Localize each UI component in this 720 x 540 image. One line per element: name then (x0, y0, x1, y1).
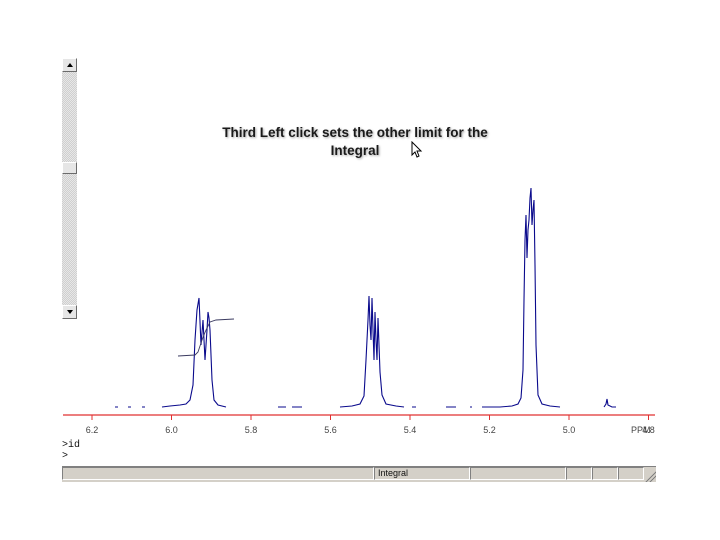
ppm-tick-label: 5.6 (324, 425, 337, 435)
scrollbar-thumb[interactable] (62, 162, 77, 174)
resize-grip-icon[interactable] (644, 470, 656, 482)
arrow-up-icon (66, 63, 73, 67)
ppm-tick-label: 4.8 (642, 425, 655, 435)
vertical-scrollbar[interactable] (62, 58, 77, 319)
ppm-tick-label: 5.8 (245, 425, 258, 435)
ppm-tick-label: 5.2 (483, 425, 496, 435)
status-cell-3 (470, 467, 566, 480)
status-cell-5 (592, 467, 618, 480)
status-mode: Integral (374, 467, 470, 480)
ppm-axis-unit: PPM (631, 425, 651, 435)
mouse-pointer-icon (411, 141, 423, 158)
ppm-tick-label: 5.4 (404, 425, 417, 435)
ppm-tick-label: 6.2 (86, 425, 99, 435)
spectrum-window (62, 56, 656, 482)
command-line-1: >id (62, 440, 81, 451)
scroll-up-button[interactable] (62, 58, 77, 72)
scroll-down-button[interactable] (62, 305, 77, 319)
status-cell-4 (566, 467, 592, 480)
command-line-2[interactable]: > (62, 451, 69, 462)
spectrum-trace (115, 187, 616, 408)
integral-curve (177, 318, 235, 357)
ppm-tick-label: 5.0 (563, 425, 576, 435)
status-cell-1 (62, 467, 374, 480)
status-bar: Integral (62, 466, 656, 482)
instruction-caption: Third Left click sets the other limit fo… (222, 125, 488, 158)
ppm-tick-label: 6.0 (165, 425, 178, 435)
arrow-down-icon (66, 310, 73, 314)
status-cell-6 (618, 467, 644, 480)
